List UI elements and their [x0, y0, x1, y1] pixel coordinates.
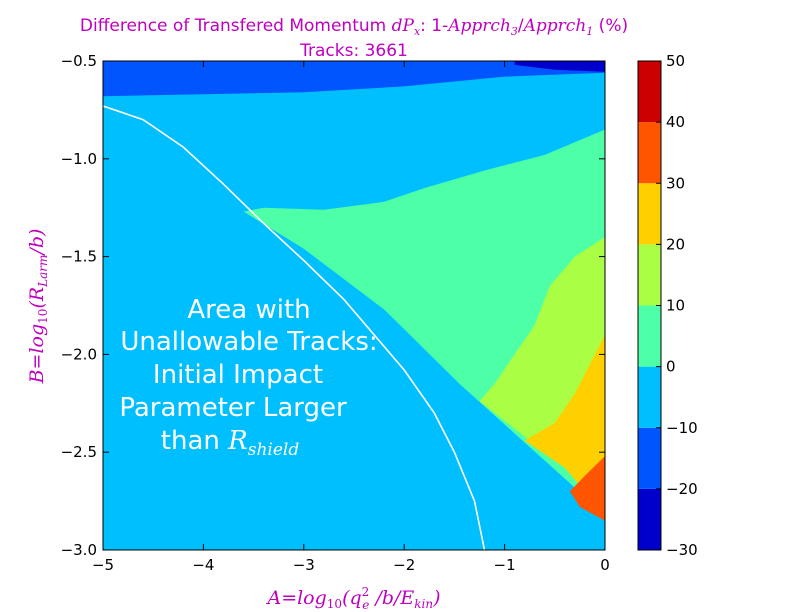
colorbar-tick-label: −30 [666, 541, 698, 559]
chart-title: Difference of Transfered Momentum dPx: 1… [80, 16, 628, 38]
colorbar-tick-label: −10 [666, 419, 698, 437]
x-tick-label: −2 [393, 556, 415, 574]
y-tick-label: −0.5 [61, 52, 97, 70]
colorbar-band [638, 427, 661, 489]
annotation-line: Initial Impact [153, 360, 323, 390]
plot-area: −5 −4 −3 −2 −1 0 −0.5 −1.0 −1.5 −2.0 −2.5 −3.0 [61, 52, 610, 574]
colorbar-band [638, 305, 661, 367]
colorbar-tick-label: 50 [666, 52, 685, 70]
x-tick-label: −4 [192, 556, 214, 574]
colorbar-band [638, 366, 661, 428]
contour-region [514, 61, 605, 72]
x-tick-label: −3 [293, 556, 315, 574]
y-ticks: −0.5 −1.0 −1.5 −2.0 −2.5 −3.0 [61, 52, 605, 559]
y-tick-label: −3.0 [61, 541, 97, 559]
contour-region [569, 456, 605, 521]
contour-region [103, 61, 605, 97]
colorbar-tick-label: 30 [666, 174, 685, 192]
contour-regions [103, 61, 605, 521]
annotation-line: Area with [187, 295, 310, 325]
annotation-line: Unallowable Tracks: [120, 327, 377, 357]
colorbar-tick-label: 10 [666, 297, 685, 315]
annotation-line: Parameter Larger [119, 393, 347, 423]
y-tick-label: −2.5 [61, 443, 97, 461]
y-tick-label: −1.0 [61, 150, 97, 168]
plot-frame [102, 60, 606, 551]
x-ticks: −5 −4 −3 −2 −1 0 [92, 61, 610, 574]
colorbar-band [638, 122, 661, 184]
colorbar-band [638, 244, 661, 306]
contour-region [524, 334, 605, 515]
y-tick-label: −2.0 [61, 345, 97, 363]
x-tick-label: −1 [494, 556, 516, 574]
x-tick-label: 0 [600, 556, 610, 574]
y-tick-label: −1.5 [61, 248, 97, 266]
colorbar-band [638, 183, 661, 245]
x-axis-label: A=log10(q2 e /b/Ekin) [265, 585, 440, 612]
annotation: Area with Unallowable Tracks: Initial Im… [119, 295, 377, 460]
x-tick-label: −5 [92, 556, 114, 574]
boundary-curve [102, 105, 486, 551]
colorbar-tick-label: 40 [666, 113, 685, 131]
colorbar-band [638, 488, 661, 550]
annotation-line: than Rshield [161, 426, 300, 460]
colorbar-band [638, 61, 661, 123]
colorbar-tick-label: −20 [666, 480, 698, 498]
y-axis-label: B=log10(RLarm/b) [26, 229, 50, 385]
chart-subtitle: Tracks: 3661 [299, 41, 408, 61]
colorbar-tick-label: 20 [666, 235, 685, 253]
colorbar-tick-label: 0 [666, 358, 676, 376]
colorbar: −30 −20 −10 0 10 20 30 40 50 [637, 52, 698, 559]
